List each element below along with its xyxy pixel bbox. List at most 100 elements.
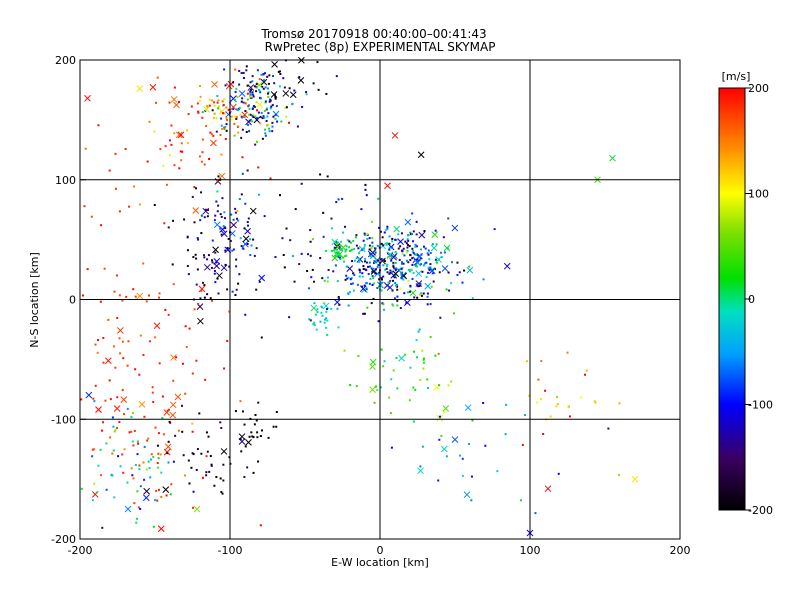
data-point-dot	[246, 221, 249, 224]
colorbar-ticks: 200 100 0 -100 -200	[745, 82, 773, 517]
data-point-dot	[382, 303, 385, 306]
data-point-dot	[259, 122, 262, 125]
data-point-dot	[197, 111, 200, 114]
data-point-x	[383, 282, 391, 289]
data-point-dot	[440, 256, 443, 259]
data-point-dot	[389, 279, 392, 282]
data-point-dot	[105, 442, 108, 445]
data-point-dot	[103, 267, 106, 270]
data-point-dot	[196, 102, 199, 105]
data-point-dot	[549, 415, 552, 418]
data-point-x	[390, 253, 398, 261]
data-point-dot	[99, 474, 102, 477]
data-point-dot	[382, 365, 385, 368]
data-point-dot	[100, 224, 103, 227]
data-point-dot	[386, 242, 389, 245]
data-point-dot	[386, 271, 389, 274]
data-point-dot	[80, 398, 83, 401]
data-point-dot	[80, 487, 83, 490]
data-point-dot	[247, 105, 250, 108]
data-point-dot	[324, 250, 327, 253]
data-point-dot	[154, 336, 157, 339]
data-point-dot	[250, 88, 253, 91]
data-point-dot	[243, 476, 246, 479]
data-point-dot	[293, 89, 296, 92]
data-point-dot	[217, 292, 220, 295]
data-point-dot	[402, 262, 405, 265]
data-point-dot	[184, 325, 187, 328]
data-point-dot	[226, 119, 229, 122]
data-point-dot	[325, 326, 328, 329]
data-point-dot	[337, 198, 340, 201]
data-point-dot	[415, 356, 418, 359]
data-point-dot	[149, 476, 152, 479]
data-point-dot	[155, 101, 158, 104]
data-point-dot	[266, 92, 269, 95]
data-point-dot	[210, 463, 213, 466]
data-point-dot	[379, 386, 382, 389]
data-point-dot	[323, 302, 326, 305]
data-point-dot	[496, 470, 499, 473]
data-point-dot	[269, 177, 272, 180]
data-point-dot	[223, 126, 226, 129]
data-point-dot	[355, 234, 358, 237]
x-tick-label: -200	[68, 544, 93, 557]
y-tick-label: 100	[55, 174, 76, 187]
data-point-dot	[130, 416, 133, 419]
data-point-dot	[271, 104, 274, 107]
data-point-dot	[408, 245, 411, 248]
data-point-dot	[422, 357, 425, 360]
data-point-x	[418, 231, 426, 239]
data-point-x	[397, 238, 404, 246]
data-point-dot	[308, 318, 311, 321]
data-point-dot	[437, 479, 440, 482]
data-point-dot	[409, 253, 412, 256]
data-point-x	[442, 405, 450, 412]
data-point-dot	[164, 145, 167, 148]
data-point-dot	[412, 386, 415, 389]
data-point-dot	[237, 131, 240, 134]
data-point-dot	[240, 245, 243, 248]
data-point-dot	[342, 256, 345, 259]
data-point-dot	[139, 334, 142, 337]
data-point-dot	[427, 253, 430, 256]
data-point-x	[198, 285, 206, 293]
data-point-dot	[159, 453, 162, 456]
data-point-x	[220, 230, 228, 238]
data-point-dot	[136, 517, 139, 520]
data-point-dot	[370, 247, 373, 250]
data-point-dot	[401, 261, 404, 264]
data-point-dot	[394, 238, 397, 241]
data-point-dot	[456, 274, 459, 277]
data-point-dot	[108, 379, 111, 382]
data-point-dot	[247, 123, 250, 126]
data-point-dot	[255, 90, 258, 93]
data-point-dot	[132, 185, 135, 188]
data-point-dot	[411, 212, 414, 215]
data-point-dot	[333, 246, 336, 249]
data-point-dot	[118, 337, 121, 340]
data-point-dot	[526, 360, 529, 363]
data-point-dot	[345, 245, 348, 248]
data-point-dot	[367, 265, 370, 268]
data-point-dot	[94, 384, 97, 387]
data-point-dot	[334, 251, 337, 254]
data-point-dot	[296, 125, 299, 128]
data-point-dot	[365, 288, 368, 291]
data-point-dot	[316, 61, 319, 64]
data-point-dot	[380, 281, 383, 284]
data-point-x	[336, 250, 343, 258]
data-point-dot	[413, 350, 416, 353]
data-point-dot	[156, 444, 159, 447]
data-point-dot	[199, 297, 202, 300]
data-point-dot	[422, 292, 425, 295]
data-point-dot	[273, 82, 276, 85]
data-point-dot	[311, 268, 314, 271]
data-point-x	[242, 235, 250, 243]
data-point-dot	[227, 237, 230, 240]
data-point-dot	[351, 260, 354, 263]
data-point-dot	[326, 280, 329, 283]
data-point-dot	[346, 277, 349, 280]
data-point-dot	[247, 104, 250, 107]
